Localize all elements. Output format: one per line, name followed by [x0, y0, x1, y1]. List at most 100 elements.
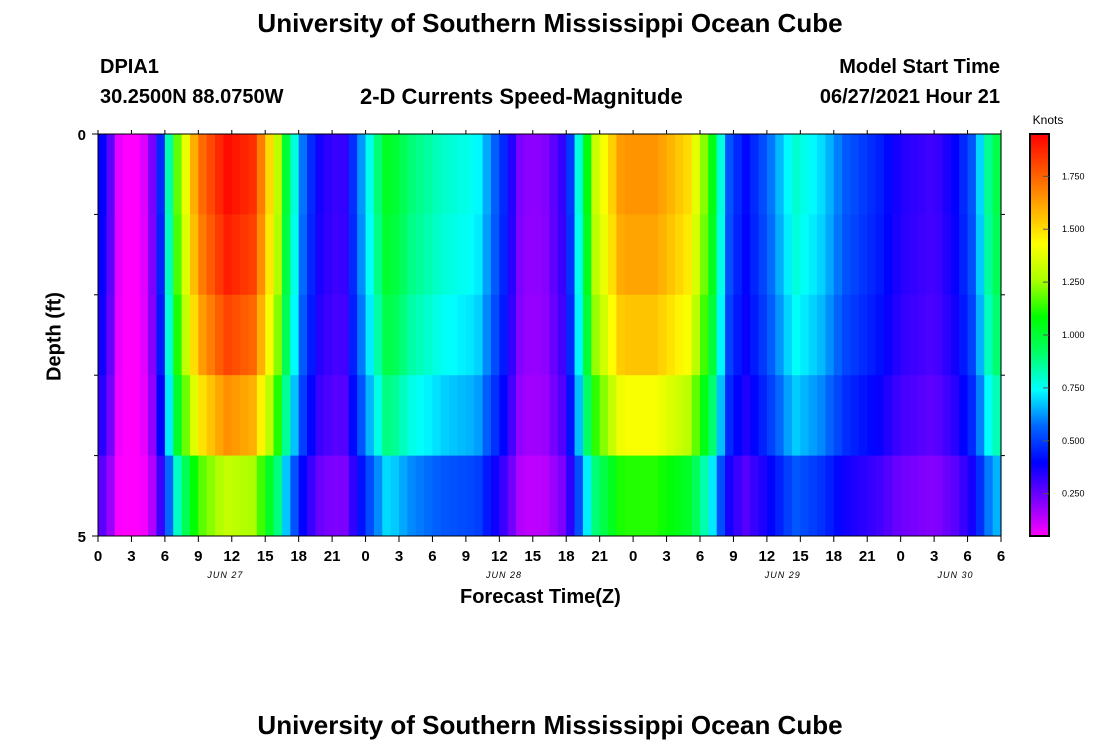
chart-title: 2-D Currents Speed-Magnitude	[360, 84, 683, 109]
heatmap-cell	[323, 455, 333, 537]
heatmap-cell	[741, 214, 751, 296]
heatmap-cell	[357, 214, 367, 296]
heatmap-cell	[649, 375, 659, 456]
heatmap-cell	[574, 455, 584, 537]
heatmap-cell	[850, 214, 860, 296]
heatmap-cell	[240, 375, 250, 456]
heatmap-cell	[758, 294, 768, 376]
heatmap-cell	[842, 134, 852, 215]
footer-title: University of Southern Mississippi Ocean…	[257, 710, 843, 740]
heatmap-cell	[323, 375, 333, 456]
heatmap-cell	[666, 375, 676, 456]
heatmap-cell	[407, 455, 417, 537]
heatmap-cell	[541, 455, 551, 537]
heatmap-cell	[984, 134, 994, 215]
heatmap-cell	[148, 294, 158, 376]
heatmap-cell	[307, 214, 316, 296]
heatmap-cell	[365, 375, 375, 456]
heatmap-cell	[399, 375, 408, 456]
heatmap-cell	[223, 214, 233, 296]
heatmap-cell	[708, 294, 718, 376]
heatmap-cell	[332, 455, 342, 537]
heatmap-cell	[148, 134, 158, 215]
heatmap-cell	[373, 134, 383, 215]
heatmap-cell	[474, 455, 484, 537]
heatmap-cell	[189, 134, 199, 215]
heatmap-cell	[808, 375, 818, 456]
heatmap-cell	[123, 134, 133, 215]
heatmap-cell	[842, 294, 852, 376]
heatmap-cell	[867, 134, 877, 215]
heatmap-cell	[883, 134, 893, 215]
heatmap-cell	[624, 294, 634, 376]
x-tick-label: 6	[997, 548, 1005, 565]
heatmap-cell	[950, 375, 960, 456]
heatmap-cell	[783, 294, 793, 376]
heatmap-cell	[482, 294, 492, 376]
heatmap-cell	[750, 134, 760, 215]
heatmap-cell	[382, 134, 392, 215]
date-label: JUN 27	[206, 570, 243, 580]
heatmap-cell	[800, 455, 810, 537]
heatmap-cell	[591, 134, 601, 215]
heatmap-cell	[181, 214, 191, 296]
heatmap-cell	[131, 455, 141, 537]
heatmap-cell	[240, 214, 250, 296]
heatmap-cell	[599, 214, 609, 296]
heatmap-cell	[616, 134, 626, 215]
x-tick-label: 15	[792, 548, 809, 565]
heatmap-cell	[307, 455, 316, 537]
heatmap-cell	[123, 375, 133, 456]
heatmap-cell	[950, 455, 960, 537]
x-tick-label: 0	[361, 548, 369, 565]
x-tick-label: 6	[963, 548, 971, 565]
heatmap-cell	[465, 134, 475, 215]
heatmap-cell	[566, 375, 576, 456]
heatmap-cell	[323, 294, 333, 376]
heatmap-cell	[482, 214, 492, 296]
heatmap-cell	[164, 134, 174, 215]
heatmap-cell	[123, 455, 133, 537]
heatmap-cell	[783, 214, 793, 296]
heatmap-cell	[273, 214, 283, 296]
heatmap-cell	[649, 134, 659, 215]
heatmap-cell	[900, 134, 910, 215]
heatmap-cell	[992, 294, 1002, 376]
heatmap-cell	[624, 214, 634, 296]
heatmap-cell	[633, 375, 643, 456]
x-tick-label: 6	[161, 548, 169, 565]
heatmap-cell	[975, 214, 985, 296]
heatmap-cell	[189, 214, 199, 296]
heatmap-cell	[725, 214, 735, 296]
heatmap-cell	[591, 375, 601, 456]
heatmap-cell	[206, 134, 216, 215]
heatmap-cell	[340, 455, 350, 537]
heatmap-cell	[800, 214, 810, 296]
heatmap-cell	[992, 455, 1002, 537]
heatmap-cell	[198, 375, 208, 456]
heatmap-cell	[516, 455, 526, 537]
heatmap-cell	[934, 134, 944, 215]
heatmap-cell	[716, 294, 726, 376]
heatmap-cell	[357, 294, 367, 376]
date-label: JUN 29	[764, 570, 801, 580]
plot-frame	[97, 133, 1002, 537]
heatmap-cell	[942, 455, 952, 537]
heatmap-cell	[198, 134, 208, 215]
heatmap-cell	[925, 294, 935, 376]
heatmap-cell	[449, 294, 459, 376]
heatmap-cell	[524, 375, 534, 456]
heatmap-cell	[883, 455, 893, 537]
heatmap-cell	[549, 375, 559, 456]
heatmap-cell	[691, 294, 701, 376]
heatmap-cell	[741, 455, 751, 537]
heatmap-cell	[457, 134, 467, 215]
date-label: JUN 30	[937, 570, 974, 580]
heatmap-cell	[700, 294, 709, 376]
heatmap-cell	[156, 214, 166, 296]
heatmap-cell	[273, 375, 283, 456]
heatmap-cell	[240, 455, 250, 537]
heatmap-cell	[608, 294, 617, 376]
heatmap-cell	[641, 455, 651, 537]
heatmap-cell	[750, 455, 760, 537]
